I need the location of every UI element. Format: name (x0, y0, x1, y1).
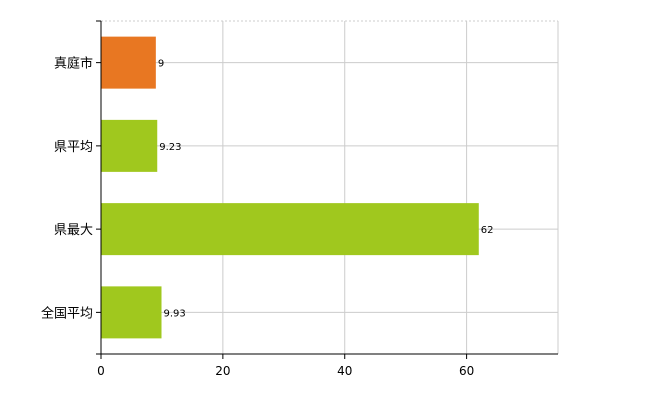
data-label: 9 (158, 59, 164, 70)
data-label: 9.93 (164, 308, 186, 319)
category-label: 真庭市 (54, 56, 93, 72)
gridlines (101, 20, 559, 354)
bar (101, 119, 158, 172)
bar (101, 203, 479, 256)
x-tick-label: 20 (215, 364, 230, 378)
category-label: 全国平均 (41, 305, 93, 321)
x-tick-label: 0 (97, 364, 105, 378)
bars (101, 36, 479, 339)
axes (96, 20, 558, 359)
data-label: 62 (481, 225, 494, 236)
category-label: 県最大 (54, 223, 93, 238)
category-label: 県平均 (54, 140, 93, 155)
bar (101, 286, 162, 339)
bar (101, 36, 156, 89)
x-tick-label: 60 (459, 364, 474, 378)
data-label: 9.23 (159, 142, 181, 153)
x-tick-label: 40 (337, 364, 352, 378)
